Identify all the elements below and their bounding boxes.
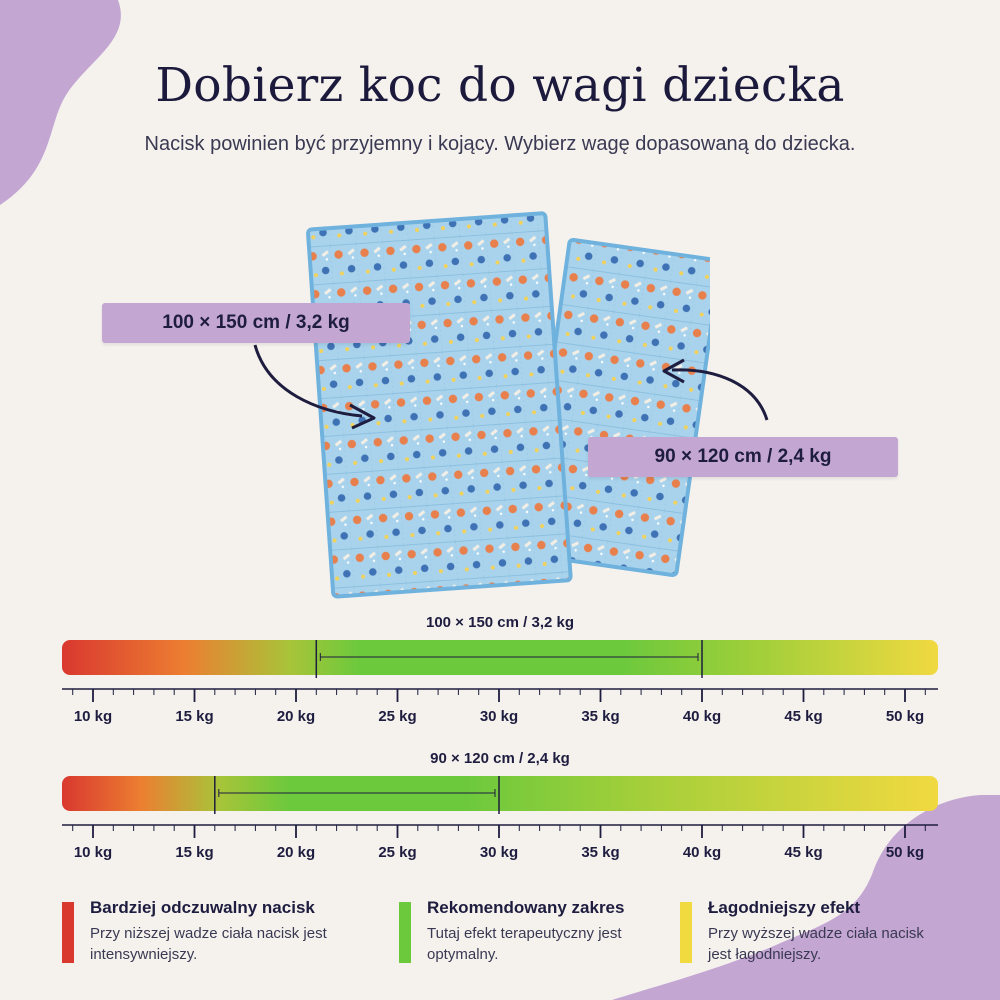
scale-2-tick-label: 20 kg	[276, 844, 316, 861]
decorative-blob-top-left	[0, 0, 121, 205]
scale-1-tick-label: 45 kg	[784, 708, 823, 725]
scale-1-label: 100 × 150 cm / 3,2 kg	[425, 614, 575, 631]
scale-1-tick-label: 50 kg	[885, 708, 925, 725]
scale-1-tick-label: 25 kg	[378, 708, 417, 725]
page-subtitle: Nacisk powinien być przyjemny i kojący. …	[144, 133, 856, 155]
scale-1-tick-label: 40 kg	[682, 708, 722, 725]
legend-item-gentler-effect: Łagodniejszy efekt Przy wyższej wadze ci…	[680, 898, 948, 965]
callout-small-blanket: 90 × 120 cm / 2,4 kg	[588, 437, 898, 477]
legend-title: Łagodniejszy efekt	[708, 898, 861, 917]
scale-2-tick-label: 30 kg	[479, 844, 519, 861]
scale-2-axis	[62, 776, 938, 838]
scale-2-tick-label: 50 kg	[885, 844, 925, 861]
legend-title: Rekomendowany zakres	[427, 898, 625, 917]
legend-description: Przy wyższej wadze ciała nacisk jest łag…	[708, 925, 924, 963]
scale-1-tick-label: 30 kg	[479, 708, 519, 725]
blankets-illustration	[306, 211, 710, 599]
legend-description: Przy niższej wadze ciała nacisk jest int…	[90, 925, 327, 963]
legend-swatch-red	[62, 902, 74, 963]
legend-title: Bardziej odczuwalny nacisk	[90, 898, 315, 917]
legend-item-stronger-pressure: Bardziej odczuwalny nacisk Przy niższej …	[62, 898, 330, 965]
legend-swatch-yellow	[680, 902, 692, 963]
legend-item-recommended: Rekomendowany zakres Tutaj efekt terapeu…	[399, 898, 667, 965]
scale-1-tick-label: 35 kg	[581, 708, 620, 725]
scale-2-label: 90 × 120 cm / 2,4 kg	[430, 750, 570, 767]
scale-1-axis	[62, 640, 938, 702]
scale-2-tick-label: 15 kg	[175, 844, 214, 861]
scale-1-tick-label: 15 kg	[175, 708, 214, 725]
scale-2-tick-label: 25 kg	[378, 844, 417, 861]
legend-description: Tutaj efekt terapeutyczny jest optymalny…	[427, 925, 622, 963]
scale-1-tick-label: 20 kg	[276, 708, 316, 725]
scale-2-tick-label: 40 kg	[682, 844, 722, 861]
scale-2-tick-label: 35 kg	[581, 844, 620, 861]
callout-large-blanket: 100 × 150 cm / 3,2 kg	[102, 303, 410, 343]
scale-1-tick-label: 10 kg	[73, 708, 113, 725]
scale-2-tick-label: 10 kg	[73, 844, 113, 861]
scale-2-bar	[62, 776, 938, 811]
legend-swatch-green	[399, 902, 411, 963]
scale-2-tick-label: 45 kg	[784, 844, 823, 861]
page-title: Dobierz koc do wagi dziecka	[155, 58, 845, 113]
decorative-blob-bottom-right	[612, 795, 1000, 1000]
